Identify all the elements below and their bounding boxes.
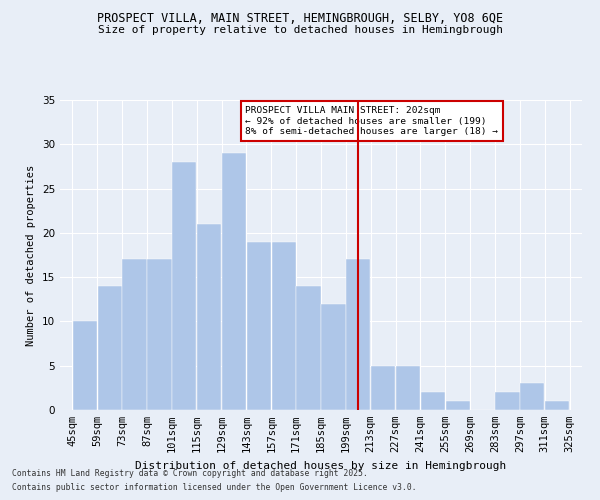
Bar: [122, 260, 147, 410]
Bar: [371, 366, 395, 410]
X-axis label: Distribution of detached houses by size in Hemingbrough: Distribution of detached houses by size …: [136, 460, 506, 470]
Text: PROSPECT VILLA MAIN STREET: 202sqm
← 92% of detached houses are smaller (199)
8%: PROSPECT VILLA MAIN STREET: 202sqm ← 92%…: [245, 106, 499, 136]
Bar: [272, 242, 296, 410]
Bar: [222, 153, 246, 410]
Bar: [73, 322, 97, 410]
Text: Contains HM Land Registry data © Crown copyright and database right 2025.: Contains HM Land Registry data © Crown c…: [12, 468, 368, 477]
Bar: [396, 366, 420, 410]
Bar: [197, 224, 221, 410]
Bar: [545, 401, 569, 410]
Bar: [446, 401, 470, 410]
Text: Size of property relative to detached houses in Hemingbrough: Size of property relative to detached ho…: [97, 25, 503, 35]
Bar: [296, 286, 321, 410]
Bar: [247, 242, 271, 410]
Bar: [346, 260, 370, 410]
Bar: [321, 304, 346, 410]
Bar: [520, 384, 544, 410]
Bar: [172, 162, 196, 410]
Text: PROSPECT VILLA, MAIN STREET, HEMINGBROUGH, SELBY, YO8 6QE: PROSPECT VILLA, MAIN STREET, HEMINGBROUG…: [97, 12, 503, 26]
Bar: [147, 260, 172, 410]
Bar: [98, 286, 122, 410]
Text: Contains public sector information licensed under the Open Government Licence v3: Contains public sector information licen…: [12, 484, 416, 492]
Bar: [421, 392, 445, 410]
Bar: [495, 392, 520, 410]
Y-axis label: Number of detached properties: Number of detached properties: [26, 164, 37, 346]
